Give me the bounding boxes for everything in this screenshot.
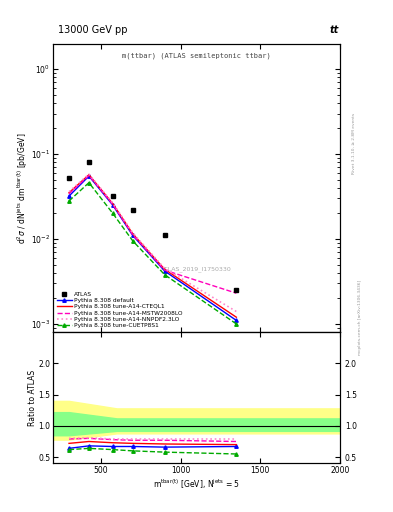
Text: ATLAS_2019_I1750330: ATLAS_2019_I1750330 — [161, 266, 232, 271]
Legend: ATLAS, Pythia 8.308 default, Pythia 8.308 tune-A14-CTEQL1, Pythia 8.308 tune-A14: ATLAS, Pythia 8.308 default, Pythia 8.30… — [56, 291, 184, 329]
Text: 13000 GeV pp: 13000 GeV pp — [58, 25, 128, 35]
Text: mcplots.cern.ch [arXiv:1306.3436]: mcplots.cern.ch [arXiv:1306.3436] — [358, 280, 362, 355]
Y-axis label: d$^2\sigma$ / dN$^{\mathregular{jets}}$ dm$^{\mathregular{tbar(t)}}$ [pb/GeV]: d$^2\sigma$ / dN$^{\mathregular{jets}}$ … — [15, 132, 29, 244]
Text: m(ttbar) (ATLAS semileptonic ttbar): m(ttbar) (ATLAS semileptonic ttbar) — [122, 52, 271, 59]
Y-axis label: Ratio to ATLAS: Ratio to ATLAS — [28, 370, 37, 426]
Text: tt: tt — [329, 25, 339, 35]
Text: Rivet 3.1.10, ≥ 2.8M events: Rivet 3.1.10, ≥ 2.8M events — [352, 113, 356, 174]
X-axis label: m$^{\mathregular{tbar(t)}}$ [GeV], N$^{\mathregular{jets}}$ = 5: m$^{\mathregular{tbar(t)}}$ [GeV], N$^{\… — [153, 478, 240, 492]
